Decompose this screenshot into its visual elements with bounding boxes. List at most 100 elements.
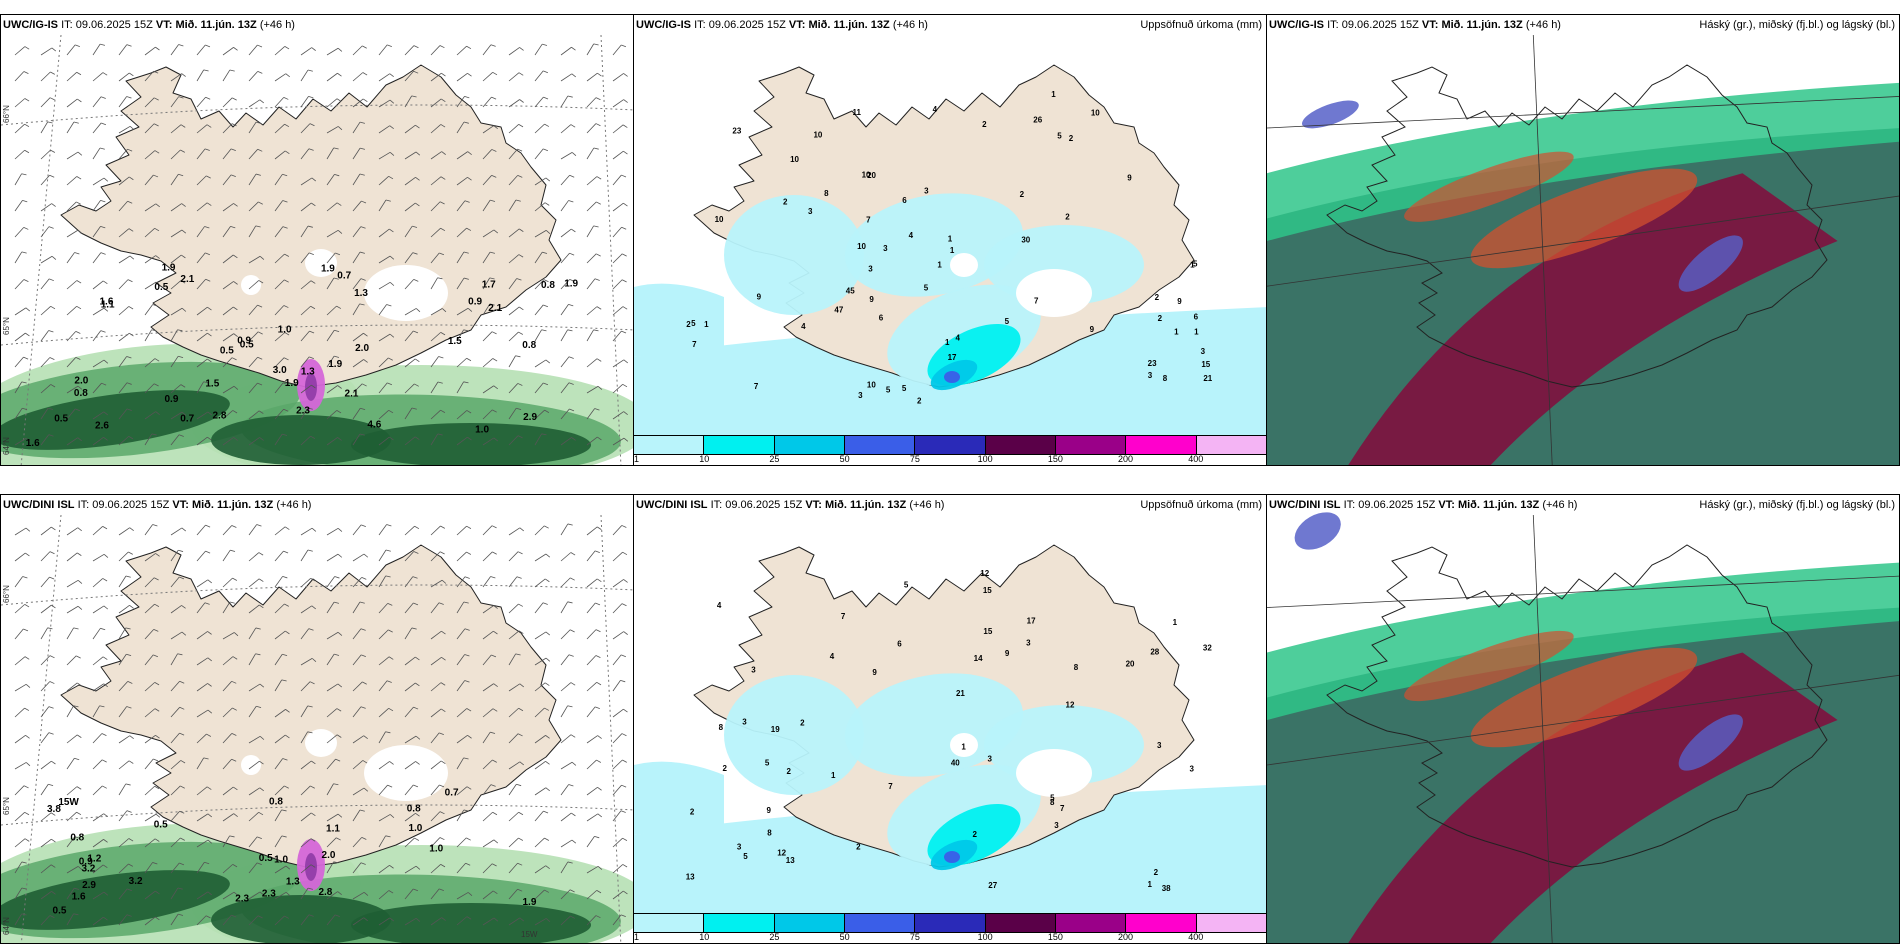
precip-value-label: 14: [974, 654, 983, 663]
precip-value-label: 5: [924, 283, 929, 292]
panel-clouds-row1: UWC/IG-IS IT: 09.06.2025 15Z VT: Mið. 11…: [1266, 14, 1900, 466]
precip-value-label: 10: [813, 130, 822, 139]
precip-value-label: 32: [1203, 644, 1212, 653]
colorbar-label: 75: [909, 454, 920, 464]
wind-value-label: 1.9: [285, 378, 299, 389]
precip-value-label: 1: [948, 234, 953, 243]
panel-precip-row2: 2 3 3 3 2 5 12 19 12 7 3 5 8 3 2 6 7 7 9 3 2 8 9 5 13 13 21 20 14 17 1…: [633, 494, 1267, 944]
valid-time: Mið. 11.jún. 13Z: [824, 499, 907, 511]
precip-value-label: 3: [858, 391, 863, 400]
precip-value-label: 3: [1201, 347, 1206, 356]
precip-value-label: 2: [686, 320, 691, 329]
wind-value-label: 15W: [58, 797, 79, 808]
precip-value-label: 8: [719, 723, 724, 732]
lat-label: 66°N: [2, 105, 11, 123]
wind-value-label: 2.8: [213, 411, 227, 422]
wind-value-label: 0.8: [407, 804, 421, 815]
precip-value-label: 2: [690, 808, 695, 817]
precip-value-label: 4: [830, 652, 835, 661]
precip-value-label: 12: [1066, 700, 1075, 709]
colorbar-label: 75: [909, 932, 920, 942]
wind-value-label: 0.5: [240, 340, 254, 351]
wind-value-label: 1.1: [326, 824, 340, 835]
lat-label: 65°N: [2, 797, 11, 815]
wind-value-label: 2.3: [296, 406, 310, 417]
precip-value-label: 2: [972, 830, 977, 839]
precip-value-label: 2: [1069, 134, 1074, 143]
wind-value-label: 1.0: [408, 823, 422, 834]
wind-value-label: 1.2: [87, 854, 101, 865]
wind-value-label: 2.1: [488, 303, 502, 314]
wind-value-label: 0.8: [269, 797, 283, 808]
precip-value-label: 40: [951, 759, 960, 768]
precip-value-label: 23: [1148, 359, 1157, 368]
colorbar-swatch: [985, 436, 1056, 454]
precip-value-label: 4: [801, 322, 806, 331]
wind-value-label: 2.0: [355, 343, 369, 354]
precip-value-label: 21: [1203, 374, 1212, 383]
colorbar-label: 10: [699, 932, 710, 942]
precip-value-label: 10: [715, 215, 724, 224]
precip-value-label: 2: [1065, 212, 1070, 221]
precip-value-label: 8: [1074, 663, 1079, 672]
precip-value-label: 5: [1050, 794, 1055, 803]
wind-value-label: 0.7: [445, 787, 459, 798]
init-time: 09.06.2025 15Z: [92, 499, 170, 511]
precip-value-label: 15: [983, 586, 992, 595]
precip-value-label: 20: [867, 171, 876, 180]
precip-value-label: 6: [902, 196, 907, 205]
colorbar-label: 100: [977, 932, 993, 942]
colorbar-swatch: [704, 914, 775, 932]
valid-time: Mið. 11.jún. 13Z: [191, 499, 274, 511]
lon-label: 15W: [521, 930, 538, 939]
colorbar-swatch: [844, 436, 916, 454]
precip-value-label: 7: [692, 340, 697, 349]
precip-value-label: 5: [1005, 317, 1010, 326]
precip-value-label: 5: [904, 580, 909, 589]
colorbar-swatch: [985, 914, 1056, 932]
wind-value-label: 0.5: [53, 905, 67, 916]
precip-value-label: 3: [742, 717, 747, 726]
precip-value-label: 2: [783, 198, 788, 207]
precip-value-label: 20: [1126, 660, 1135, 669]
wind-map-row2: 66°N65°N64°N0.70.5 1.00.82.01.00.52.31.63…: [1, 514, 633, 943]
colorbar-swatch: [774, 914, 845, 932]
precip-title: Uppsöfnuð úrkoma (mm): [1140, 499, 1262, 511]
wind-value-label: 0.8: [74, 388, 88, 399]
precip-value-label: 3: [808, 207, 813, 216]
precip-value-label: 9: [1005, 649, 1010, 658]
precip-value-label: 3: [924, 186, 929, 195]
colorbar-label: 50: [839, 454, 850, 464]
colorbar-label: 400: [1188, 454, 1204, 464]
cloud-map-row1: [1267, 15, 1899, 465]
colorbar-label: 1: [634, 454, 640, 464]
panel-wind-row1: 66°N 65°N 64°N 0.5 0.8 0.5 1.0 0.8 1.1 2.0 0.7 1.5 0…: [0, 14, 634, 466]
precip-value-label: 1: [1194, 328, 1199, 337]
wind-value-label: 0.9: [468, 296, 482, 307]
precip-value-label: 12: [777, 848, 786, 857]
precip-value-label: 3: [1189, 765, 1194, 774]
precip-value-label: 4: [956, 333, 961, 342]
colorbar-swatch: [634, 436, 705, 454]
colorbar-swatch: [915, 436, 986, 454]
precip-value-label: 3: [737, 842, 742, 851]
wind-value-label: 2.3: [235, 894, 249, 905]
colorbar-swatch: [704, 436, 775, 454]
wind-map-row1: 66°N 65°N 64°N 0.5 0.8 0.5 1.0 0.8 1.1 2.0 0.7 1.5 0…: [1, 34, 633, 465]
colorbar-label: 200: [1118, 454, 1134, 464]
wind-value-label: 3.2: [81, 864, 95, 875]
precip-value-label: 13: [686, 872, 695, 881]
precip-value-label: 10: [790, 155, 799, 164]
wind-value-label: 3.2: [129, 876, 143, 887]
precip-value-label: 1: [950, 246, 955, 255]
wind-value-label: 1.1: [101, 299, 115, 310]
precip-value-label: 7: [1060, 804, 1065, 813]
precip-value-label: 13: [786, 856, 795, 865]
precip-value-label: 11: [853, 108, 862, 117]
wind-value-label: 0.5: [154, 282, 168, 293]
precip-value-label: 3: [751, 666, 756, 675]
colorbar-label: 10: [699, 454, 710, 464]
precip-value-label: 17: [1027, 616, 1036, 625]
precip-value-label: 9: [1177, 297, 1182, 306]
model-name: UWC/DINI ISL: [636, 499, 708, 511]
